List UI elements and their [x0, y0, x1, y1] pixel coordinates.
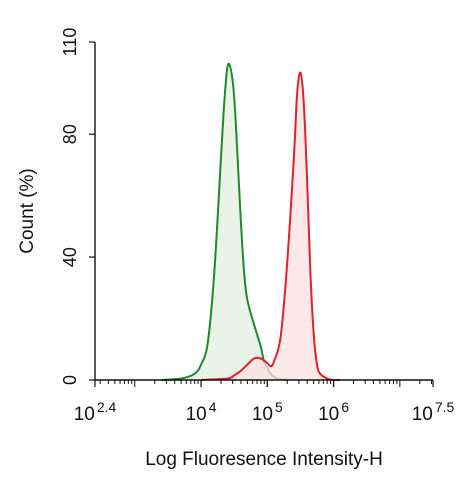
x-ticks: 10 2.4 10 4 10 5 10 6 10 7.5 — [74, 380, 455, 425]
series-2-line — [200, 71, 341, 382]
y-tick-label: 110 — [60, 28, 80, 57]
y-ticks: 0 40 80 110 — [60, 28, 95, 385]
x-tick-label: 10 5 — [252, 399, 283, 425]
y-axis-title: Count (%) — [17, 168, 38, 254]
x-tick-label: 10 7.5 — [412, 399, 455, 425]
series-1-area — [161, 63, 288, 380]
y-tick-label: 0 — [60, 375, 80, 385]
x-axis-title: Log Fluoresence Intensity-H — [145, 449, 383, 470]
y-tick-label: 80 — [60, 124, 80, 144]
y-tick-label: 40 — [60, 247, 80, 267]
x-tick-label: 10 4 — [186, 399, 217, 425]
x-tick-label: 10 2.4 — [74, 399, 117, 425]
series-layer — [161, 62, 341, 382]
x-tick-label: 10 6 — [318, 399, 349, 425]
